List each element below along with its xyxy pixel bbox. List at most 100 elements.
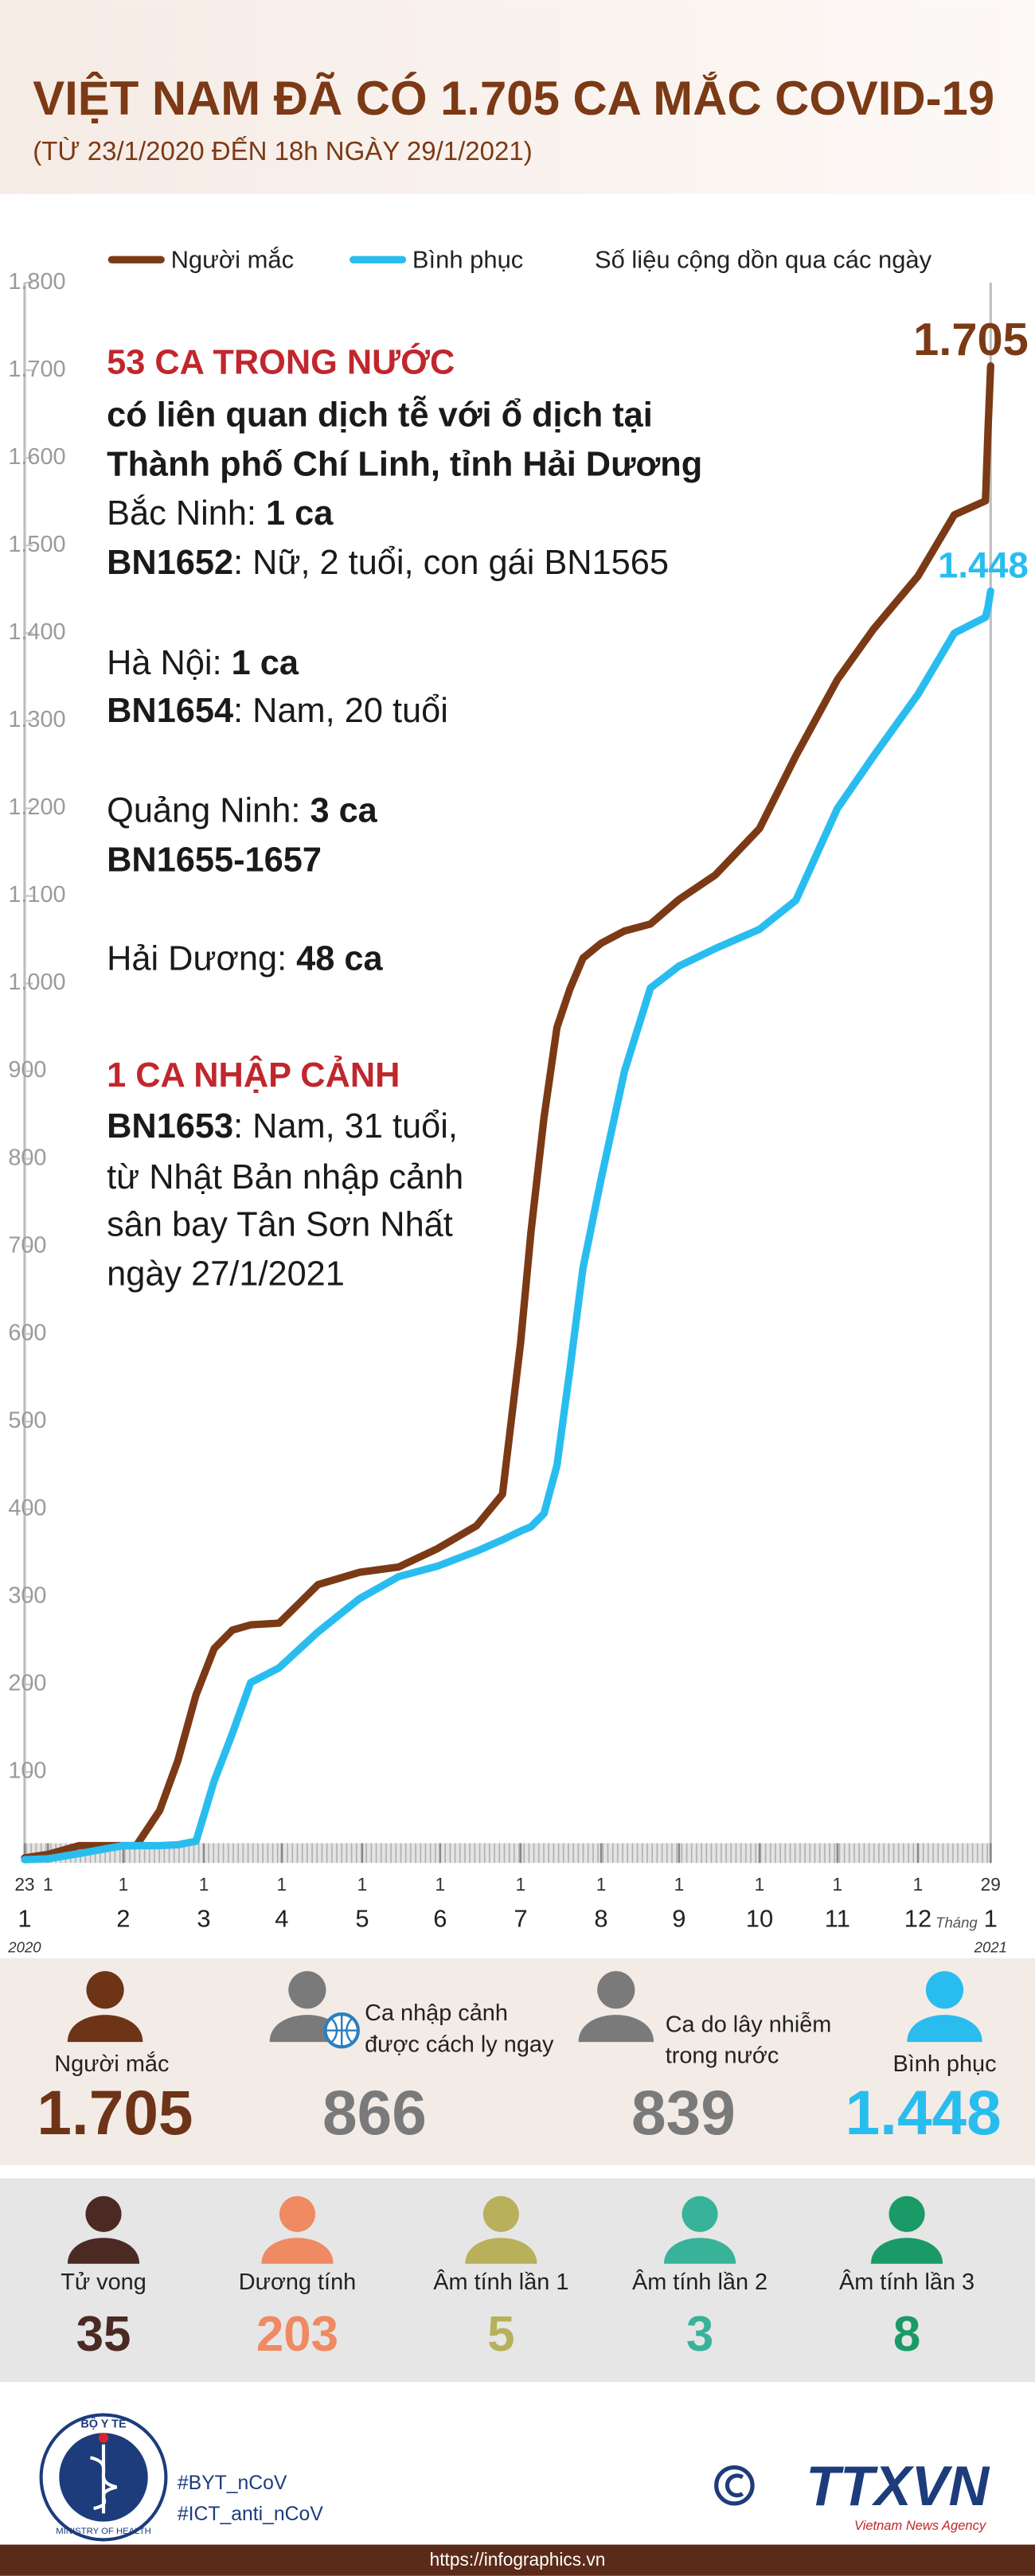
month-label: 9 — [672, 1905, 685, 1933]
case-label-line: Ca nhập cảnh — [365, 2000, 508, 2026]
status-icon-body — [870, 2238, 943, 2264]
status-label: Tử vong — [61, 2270, 146, 2295]
y-tick-label: 500 — [8, 1407, 46, 1433]
annotation: có liên quan dịch tễ với ổ dịch tại — [107, 396, 653, 435]
case-icon-head — [288, 1971, 326, 2009]
x-tick-label: 1 — [119, 1874, 129, 1895]
annotation-part: : Nam, 20 tuổi — [233, 692, 448, 730]
y-tick-label: 600 — [8, 1320, 46, 1345]
case-label: Người mắc — [54, 2051, 169, 2077]
annotation-part: : Nam, 31 tuổi, — [233, 1107, 458, 1146]
y-tick-label: 1.100 — [8, 882, 65, 907]
month-label: 4 — [275, 1905, 288, 1933]
annotation-part: Quảng Ninh: — [107, 792, 310, 830]
y-tick-label: 1.700 — [8, 357, 65, 382]
annotation: BN1653: Nam, 31 tuổi, — [107, 1107, 458, 1146]
month-label: 10 — [746, 1905, 773, 1933]
status-icon-head — [889, 2195, 925, 2232]
annotation: sân bay Tân Sơn Nhất — [107, 1206, 453, 1244]
month-label: 8 — [594, 1905, 607, 1933]
x-tick-label: 1 — [516, 1874, 526, 1895]
logo-bottom: MINISTRY OF HEALTH — [56, 2527, 151, 2536]
annotation-part: 1 CA NHẬP CẢNH — [107, 1056, 400, 1095]
x-tick-label: 1 — [357, 1874, 368, 1895]
month-label: 7 — [514, 1905, 527, 1933]
annotation: BN1652: Nữ, 2 tuổi, con gái BN1565 — [107, 544, 669, 583]
status-value: 35 — [76, 2307, 131, 2362]
case-icon-head — [86, 1971, 124, 2009]
y-tick-label: 1.000 — [8, 970, 65, 995]
y-tick-label: 1.500 — [8, 532, 65, 557]
status-icon-body — [67, 2238, 140, 2264]
annotation-part: sân bay Tân Sơn Nhất — [107, 1206, 453, 1244]
chart-title: VIỆT NAM ĐÃ CÓ 1.705 CA MẮC COVID-19 — [33, 72, 994, 125]
case-label-line: trong nước — [666, 2043, 779, 2068]
x-tick-label: 1 — [596, 1874, 607, 1895]
annotation: Hà Nội: 1 ca — [107, 644, 299, 682]
annotation: BN1654: Nam, 20 tuổi — [107, 692, 448, 730]
hashtag: #BYT_nCoV — [178, 2473, 287, 2494]
footer-url: https://infographics.vn — [430, 2549, 606, 2570]
case-value: 839 — [631, 2078, 736, 2148]
month-word: Tháng — [935, 1914, 978, 1930]
agency-english: Vietnam News Agency — [854, 2519, 987, 2533]
status-value: 5 — [487, 2307, 514, 2362]
annotation-part: BN1653 — [107, 1107, 233, 1146]
x-tick-label: 1 — [674, 1874, 685, 1895]
annotation-part: BN1655-1657 — [107, 841, 322, 880]
status-icon-body — [663, 2238, 736, 2264]
annotation-part: từ Nhật Bản nhập cảnh — [107, 1158, 463, 1196]
case-icon-head — [597, 1971, 635, 2009]
status-icon-body — [465, 2238, 537, 2264]
case-value: 1.448 — [846, 2078, 1002, 2148]
logo-star — [98, 2433, 109, 2443]
y-tick-label: 700 — [8, 1232, 46, 1258]
x-tick-label: 1 — [833, 1874, 843, 1895]
series-line — [21, 587, 994, 1864]
year-label: 2021 — [974, 1938, 1007, 1955]
x-tick-label: 1 — [199, 1874, 209, 1895]
status-icon-head — [682, 2195, 718, 2232]
legend-label: Người mắc — [171, 245, 294, 273]
annotation-part: ngày 27/1/2021 — [107, 1255, 345, 1294]
status-icon-head — [482, 2195, 519, 2232]
y-tick-label: 1.400 — [8, 619, 65, 645]
y-tick-label: 800 — [8, 1145, 46, 1170]
month-label: 12 — [904, 1905, 931, 1933]
annotation-part: BN1654 — [107, 692, 233, 730]
status-label: Âm tính lần 3 — [839, 2269, 974, 2295]
month-label: 1 — [984, 1905, 998, 1933]
case-icon-body — [578, 2015, 654, 2043]
case-value: 866 — [322, 2078, 427, 2148]
copyright-c — [724, 2473, 744, 2498]
annotation-part: 1 ca — [266, 495, 334, 533]
x-tick-label: 1 — [435, 1874, 446, 1895]
agency: TTXVN — [806, 2454, 990, 2517]
x-tick-label: 1 — [755, 1874, 765, 1895]
case-label-line: Người mắc — [54, 2051, 169, 2077]
logo-top: BỘ Y TẾ — [80, 2417, 127, 2431]
status-value: 203 — [256, 2307, 338, 2362]
y-tick-label: 1.600 — [8, 444, 65, 470]
x-tick-label: 1 — [913, 1874, 924, 1895]
case-icon-body — [907, 2015, 982, 2043]
cases-panel — [0, 1957, 1035, 2165]
case-label-line: Ca do lây nhiễm — [666, 2011, 832, 2037]
annotation: Quảng Ninh: 3 ca — [107, 792, 378, 830]
hashtag: #ICT_anti_nCoV — [178, 2504, 323, 2525]
x-tick-label: 1 — [277, 1874, 287, 1895]
annotation: Bắc Ninh: 1 ca — [107, 495, 334, 533]
case-icon-body — [67, 2015, 143, 2043]
case-label-line: được cách ly ngay — [365, 2032, 554, 2057]
legend-label: Bình phục — [412, 245, 523, 273]
x-tick-label: 29 — [981, 1874, 1001, 1895]
month-label: 3 — [197, 1905, 210, 1933]
status-label: Dương tính — [239, 2270, 356, 2295]
annotation: 1 CA NHẬP CẢNH — [107, 1056, 400, 1095]
month-label: 2 — [116, 1905, 130, 1933]
annotation-part: Thành phố Chí Linh, tỉnh Hải Dương — [107, 446, 702, 484]
x-tick-label: 1 — [43, 1874, 53, 1895]
annotation-part: 48 ca — [296, 940, 383, 978]
chart-note: Số liệu cộng dồn qua các ngày — [595, 245, 932, 273]
